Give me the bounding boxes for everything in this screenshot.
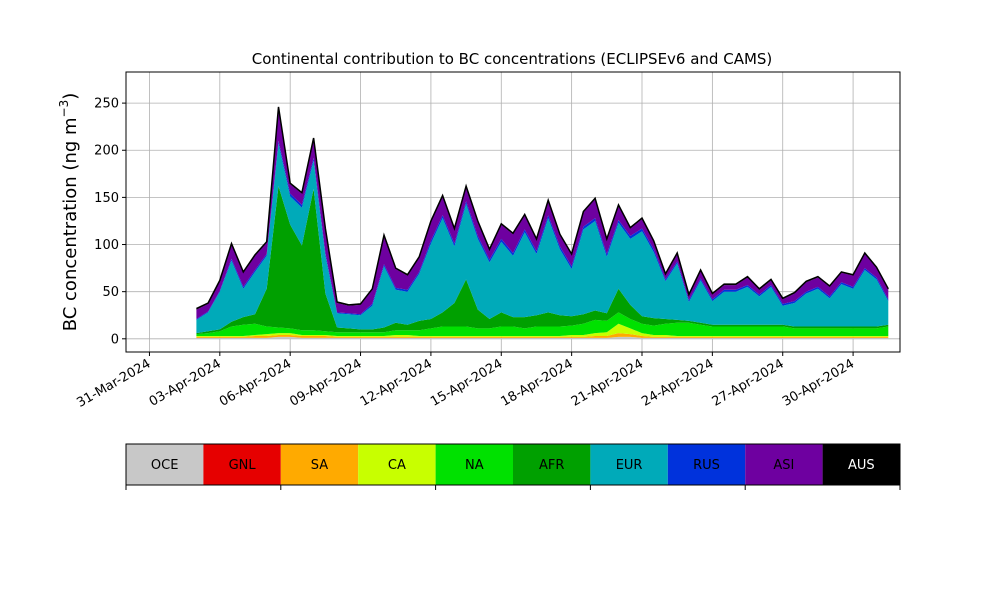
legend-label-rus: RUS (693, 458, 720, 473)
legend-label-gnl: GNL (229, 458, 257, 473)
area-ca (196, 323, 889, 337)
area-afr (196, 186, 889, 335)
legend-swatch-gnl (203, 444, 281, 485)
legend-label-sa: SA (311, 458, 328, 473)
legend-label-ca: CA (388, 458, 406, 473)
y-tick-label: 0 (111, 332, 119, 347)
legend-swatch-rus (667, 444, 746, 485)
y-tick-label: 100 (94, 238, 119, 253)
y-tick-label: 200 (94, 144, 119, 159)
y-axis-label: BC concentration (ng m−3) (57, 93, 81, 332)
legend-swatch-afr (513, 444, 591, 485)
legend-label-asi: ASI (773, 458, 794, 473)
legend-label-aus: AUS (848, 458, 875, 473)
total-outline (196, 106, 889, 310)
legend-colorbar: OCE GNL SA CA NA AFR EUR RUS ASI AUS (125, 443, 901, 490)
legend-swatch-na (435, 444, 513, 485)
area-eur (196, 143, 889, 334)
legend-frame (125, 443, 901, 486)
area-oce (196, 336, 889, 339)
legend-swatch-aus (822, 444, 900, 485)
y-tick-label: 50 (102, 285, 119, 300)
legend-label-oce: OCE (151, 458, 179, 473)
legend-swatch-asi (745, 444, 823, 485)
legend-label-afr: AFR (539, 458, 564, 473)
stacked-areas (196, 106, 889, 339)
y-axis: 0 50 100 150 200 250 (94, 97, 126, 347)
legend-swatch-eur (590, 444, 668, 485)
plot-frame (125, 71, 901, 353)
legend-swatch-oce (126, 444, 204, 485)
area-na (196, 312, 889, 336)
legend-swatch-ca (358, 444, 436, 485)
legend-label-eur: EUR (616, 458, 643, 473)
y-tick-label: 250 (94, 97, 119, 112)
legend-label-na: NA (465, 458, 484, 473)
area-sa (196, 333, 889, 338)
legend-swatch-sa (280, 444, 359, 485)
total-line (196, 106, 889, 310)
y-tick-label: 150 (94, 191, 119, 206)
chart-title: Continental contribution to BC concentra… (252, 50, 773, 68)
